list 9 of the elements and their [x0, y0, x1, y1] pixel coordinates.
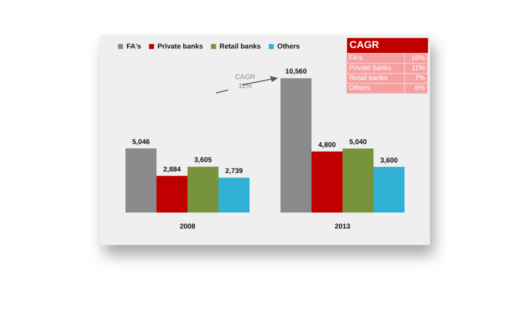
bar — [342, 148, 374, 213]
bar — [374, 166, 404, 213]
bar — [156, 176, 188, 213]
bar — [126, 148, 156, 213]
bar — [188, 166, 218, 213]
text: CAGR — [350, 40, 379, 51]
bar — [312, 152, 342, 213]
bar — [280, 78, 312, 213]
bar — [218, 178, 250, 213]
